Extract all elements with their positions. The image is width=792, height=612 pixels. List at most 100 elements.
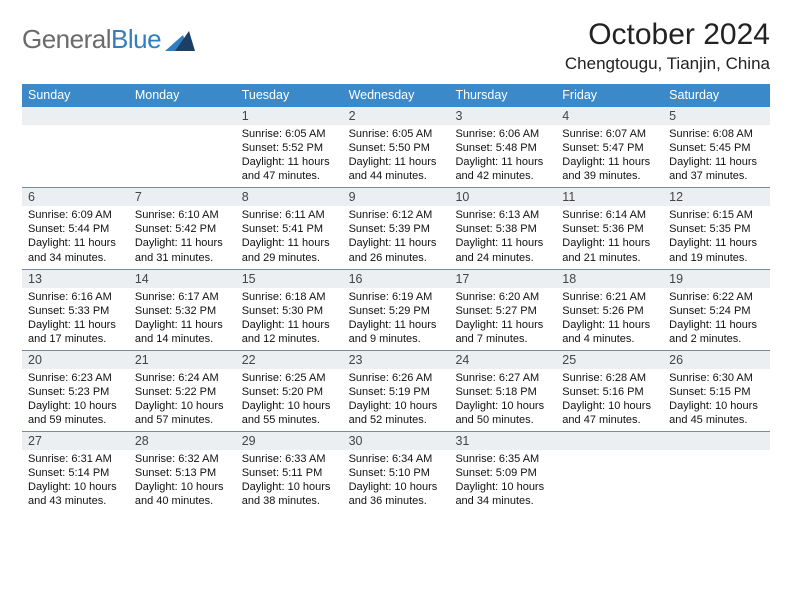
- day-details: Sunrise: 6:27 AMSunset: 5:18 PMDaylight:…: [449, 369, 556, 431]
- day-details: Sunrise: 6:30 AMSunset: 5:15 PMDaylight:…: [663, 369, 770, 431]
- day-details: Sunrise: 6:33 AMSunset: 5:11 PMDaylight:…: [236, 450, 343, 512]
- day-number: 14: [129, 270, 236, 288]
- dow-wednesday: Wednesday: [343, 84, 450, 107]
- sunset-text: Sunset: 5:22 PM: [135, 385, 230, 399]
- daylight-text: Daylight: 11 hours and 42 minutes.: [455, 155, 550, 183]
- daylight-text: Daylight: 10 hours and 40 minutes.: [135, 480, 230, 508]
- day-details: Sunrise: 6:05 AMSunset: 5:52 PMDaylight:…: [236, 125, 343, 187]
- month-title: October 2024: [565, 18, 770, 52]
- sunrise-text: Sunrise: 6:30 AM: [669, 371, 764, 385]
- day-number: 25: [556, 351, 663, 369]
- sunset-text: Sunset: 5:09 PM: [455, 466, 550, 480]
- day-cell: 15Sunrise: 6:18 AMSunset: 5:30 PMDayligh…: [236, 270, 343, 350]
- day-number: 4: [556, 107, 663, 125]
- sunset-text: Sunset: 5:42 PM: [135, 222, 230, 236]
- sunrise-text: Sunrise: 6:33 AM: [242, 452, 337, 466]
- day-details: [129, 125, 236, 181]
- day-details: Sunrise: 6:32 AMSunset: 5:13 PMDaylight:…: [129, 450, 236, 512]
- sunrise-text: Sunrise: 6:18 AM: [242, 290, 337, 304]
- daylight-text: Daylight: 10 hours and 57 minutes.: [135, 399, 230, 427]
- day-cell: 3Sunrise: 6:06 AMSunset: 5:48 PMDaylight…: [449, 107, 556, 187]
- sunset-text: Sunset: 5:33 PM: [28, 304, 123, 318]
- sunset-text: Sunset: 5:20 PM: [242, 385, 337, 399]
- day-number: 10: [449, 188, 556, 206]
- day-cell-empty: [22, 107, 129, 187]
- sunrise-text: Sunrise: 6:16 AM: [28, 290, 123, 304]
- daylight-text: Daylight: 11 hours and 47 minutes.: [242, 155, 337, 183]
- day-cell: 2Sunrise: 6:05 AMSunset: 5:50 PMDaylight…: [343, 107, 450, 187]
- sunset-text: Sunset: 5:10 PM: [349, 466, 444, 480]
- sunset-text: Sunset: 5:38 PM: [455, 222, 550, 236]
- day-details: Sunrise: 6:14 AMSunset: 5:36 PMDaylight:…: [556, 206, 663, 268]
- sunset-text: Sunset: 5:27 PM: [455, 304, 550, 318]
- daylight-text: Daylight: 11 hours and 9 minutes.: [349, 318, 444, 346]
- sunset-text: Sunset: 5:35 PM: [669, 222, 764, 236]
- day-details: Sunrise: 6:06 AMSunset: 5:48 PMDaylight:…: [449, 125, 556, 187]
- day-details: Sunrise: 6:10 AMSunset: 5:42 PMDaylight:…: [129, 206, 236, 268]
- day-details: Sunrise: 6:26 AMSunset: 5:19 PMDaylight:…: [343, 369, 450, 431]
- day-cell: 16Sunrise: 6:19 AMSunset: 5:29 PMDayligh…: [343, 270, 450, 350]
- dow-tuesday: Tuesday: [236, 84, 343, 107]
- dow-monday: Monday: [129, 84, 236, 107]
- week-row: 6Sunrise: 6:09 AMSunset: 5:44 PMDaylight…: [22, 187, 770, 268]
- weeks-container: 1Sunrise: 6:05 AMSunset: 5:52 PMDaylight…: [22, 107, 770, 513]
- sunset-text: Sunset: 5:41 PM: [242, 222, 337, 236]
- sunrise-text: Sunrise: 6:19 AM: [349, 290, 444, 304]
- sunrise-text: Sunrise: 6:17 AM: [135, 290, 230, 304]
- sunrise-text: Sunrise: 6:20 AM: [455, 290, 550, 304]
- day-number: 31: [449, 432, 556, 450]
- sunset-text: Sunset: 5:36 PM: [562, 222, 657, 236]
- day-cell: 19Sunrise: 6:22 AMSunset: 5:24 PMDayligh…: [663, 270, 770, 350]
- logo-text-blue: Blue: [111, 24, 161, 54]
- sunrise-text: Sunrise: 6:35 AM: [455, 452, 550, 466]
- day-details: Sunrise: 6:09 AMSunset: 5:44 PMDaylight:…: [22, 206, 129, 268]
- week-row: 27Sunrise: 6:31 AMSunset: 5:14 PMDayligh…: [22, 431, 770, 512]
- day-number: 2: [343, 107, 450, 125]
- sunrise-text: Sunrise: 6:14 AM: [562, 208, 657, 222]
- day-number: 6: [22, 188, 129, 206]
- sunrise-text: Sunrise: 6:28 AM: [562, 371, 657, 385]
- daylight-text: Daylight: 11 hours and 14 minutes.: [135, 318, 230, 346]
- sunset-text: Sunset: 5:18 PM: [455, 385, 550, 399]
- daylight-text: Daylight: 11 hours and 17 minutes.: [28, 318, 123, 346]
- location: Chengtougu, Tianjin, China: [565, 54, 770, 74]
- week-row: 13Sunrise: 6:16 AMSunset: 5:33 PMDayligh…: [22, 269, 770, 350]
- daylight-text: Daylight: 10 hours and 45 minutes.: [669, 399, 764, 427]
- sunset-text: Sunset: 5:24 PM: [669, 304, 764, 318]
- logo-mark-icon: [165, 29, 195, 51]
- daylight-text: Daylight: 11 hours and 21 minutes.: [562, 236, 657, 264]
- daylight-text: Daylight: 11 hours and 37 minutes.: [669, 155, 764, 183]
- week-row: 20Sunrise: 6:23 AMSunset: 5:23 PMDayligh…: [22, 350, 770, 431]
- day-cell: 17Sunrise: 6:20 AMSunset: 5:27 PMDayligh…: [449, 270, 556, 350]
- day-details: Sunrise: 6:17 AMSunset: 5:32 PMDaylight:…: [129, 288, 236, 350]
- title-block: October 2024 Chengtougu, Tianjin, China: [565, 18, 770, 74]
- day-details: Sunrise: 6:25 AMSunset: 5:20 PMDaylight:…: [236, 369, 343, 431]
- calendar-page: GeneralBlue October 2024 Chengtougu, Tia…: [0, 0, 792, 523]
- sunset-text: Sunset: 5:13 PM: [135, 466, 230, 480]
- sunrise-text: Sunrise: 6:07 AM: [562, 127, 657, 141]
- logo: GeneralBlue: [22, 18, 195, 55]
- day-number: 3: [449, 107, 556, 125]
- day-number: 24: [449, 351, 556, 369]
- sunset-text: Sunset: 5:30 PM: [242, 304, 337, 318]
- daylight-text: Daylight: 11 hours and 24 minutes.: [455, 236, 550, 264]
- sunset-text: Sunset: 5:50 PM: [349, 141, 444, 155]
- day-cell: 13Sunrise: 6:16 AMSunset: 5:33 PMDayligh…: [22, 270, 129, 350]
- day-cell-empty: [663, 432, 770, 512]
- day-details: Sunrise: 6:21 AMSunset: 5:26 PMDaylight:…: [556, 288, 663, 350]
- daylight-text: Daylight: 10 hours and 34 minutes.: [455, 480, 550, 508]
- day-details: Sunrise: 6:28 AMSunset: 5:16 PMDaylight:…: [556, 369, 663, 431]
- day-number: [129, 107, 236, 125]
- day-cell-empty: [129, 107, 236, 187]
- daylight-text: Daylight: 11 hours and 7 minutes.: [455, 318, 550, 346]
- sunset-text: Sunset: 5:44 PM: [28, 222, 123, 236]
- sunset-text: Sunset: 5:48 PM: [455, 141, 550, 155]
- sunrise-text: Sunrise: 6:10 AM: [135, 208, 230, 222]
- sunrise-text: Sunrise: 6:05 AM: [349, 127, 444, 141]
- daylight-text: Daylight: 11 hours and 26 minutes.: [349, 236, 444, 264]
- sunset-text: Sunset: 5:47 PM: [562, 141, 657, 155]
- dow-friday: Friday: [556, 84, 663, 107]
- daylight-text: Daylight: 10 hours and 36 minutes.: [349, 480, 444, 508]
- day-details: Sunrise: 6:05 AMSunset: 5:50 PMDaylight:…: [343, 125, 450, 187]
- day-number: [663, 432, 770, 450]
